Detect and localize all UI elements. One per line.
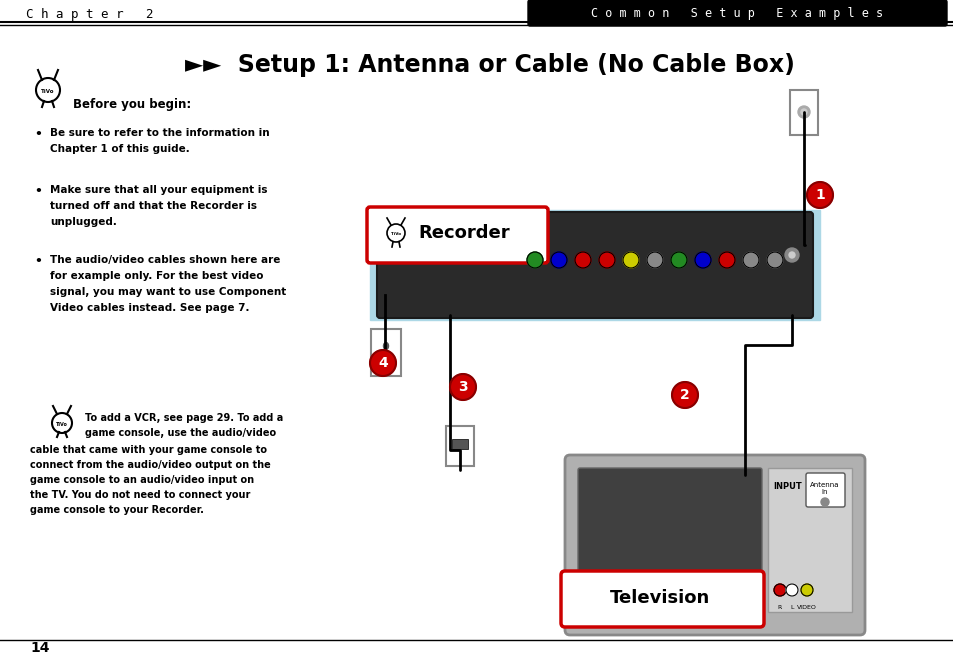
- Text: L: L: [789, 605, 793, 610]
- Circle shape: [526, 252, 542, 268]
- Text: TiVo: TiVo: [391, 232, 400, 236]
- Ellipse shape: [383, 357, 388, 365]
- Circle shape: [785, 584, 797, 596]
- Text: for example only. For the best video: for example only. For the best video: [50, 271, 263, 281]
- Text: connect from the audio/video output on the: connect from the audio/video output on t…: [30, 460, 271, 470]
- Text: game console, use the audio/video: game console, use the audio/video: [85, 428, 275, 438]
- Text: VIDEO: VIDEO: [796, 605, 816, 610]
- Text: game console to an audio/video input on: game console to an audio/video input on: [30, 475, 253, 485]
- FancyBboxPatch shape: [805, 473, 844, 507]
- Text: R: R: [777, 605, 781, 610]
- Text: The audio/video cables shown here are: The audio/video cables shown here are: [50, 255, 280, 265]
- Circle shape: [784, 248, 799, 262]
- Text: Be sure to refer to the information in: Be sure to refer to the information in: [50, 128, 270, 138]
- Text: Video cables instead. See page 7.: Video cables instead. See page 7.: [50, 303, 250, 313]
- FancyBboxPatch shape: [371, 329, 400, 376]
- Circle shape: [801, 109, 806, 115]
- Circle shape: [821, 498, 828, 506]
- Circle shape: [797, 106, 809, 118]
- Ellipse shape: [383, 343, 388, 349]
- Text: 4: 4: [377, 356, 388, 370]
- Text: Before you begin:: Before you begin:: [73, 98, 191, 111]
- Circle shape: [695, 252, 710, 268]
- Circle shape: [773, 584, 785, 596]
- Text: Chapter 1 of this guide.: Chapter 1 of this guide.: [50, 144, 190, 154]
- Text: •: •: [34, 185, 42, 198]
- FancyBboxPatch shape: [367, 207, 547, 263]
- FancyBboxPatch shape: [376, 212, 812, 318]
- Text: C o m m o n   S e t u p   E x a m p l e s: C o m m o n S e t u p E x a m p l e s: [590, 7, 882, 19]
- FancyBboxPatch shape: [452, 439, 468, 449]
- Text: 2: 2: [679, 388, 689, 402]
- Text: the TV. You do not need to connect your: the TV. You do not need to connect your: [30, 490, 250, 500]
- Circle shape: [646, 252, 662, 268]
- Text: Antenna
In: Antenna In: [809, 481, 839, 495]
- Circle shape: [671, 382, 698, 408]
- Circle shape: [551, 252, 566, 268]
- FancyBboxPatch shape: [578, 468, 761, 612]
- Circle shape: [575, 252, 590, 268]
- Circle shape: [598, 252, 615, 268]
- Text: 3: 3: [457, 380, 467, 394]
- Text: Television: Television: [609, 589, 709, 607]
- Circle shape: [670, 252, 686, 268]
- Text: unplugged.: unplugged.: [50, 217, 117, 227]
- Text: ►►  Setup 1: Antenna or Cable (No Cable Box): ►► Setup 1: Antenna or Cable (No Cable B…: [185, 53, 794, 77]
- Text: TiVo: TiVo: [56, 422, 68, 426]
- Text: •: •: [34, 255, 42, 268]
- Text: 14: 14: [30, 641, 50, 655]
- FancyBboxPatch shape: [527, 0, 946, 26]
- Text: 1: 1: [814, 188, 824, 202]
- Text: turned off and that the Recorder is: turned off and that the Recorder is: [50, 201, 256, 211]
- Text: signal, you may want to use Component: signal, you may want to use Component: [50, 287, 286, 297]
- Text: cable that came with your game console to: cable that came with your game console t…: [30, 445, 267, 455]
- FancyBboxPatch shape: [370, 210, 820, 320]
- Circle shape: [801, 584, 812, 596]
- Circle shape: [742, 252, 759, 268]
- FancyBboxPatch shape: [446, 426, 474, 466]
- Circle shape: [370, 350, 395, 376]
- Text: •: •: [34, 128, 42, 141]
- Text: game console to your Recorder.: game console to your Recorder.: [30, 505, 204, 515]
- Text: TiVo: TiVo: [41, 88, 54, 93]
- Text: To add a VCR, see page 29. To add a: To add a VCR, see page 29. To add a: [85, 413, 283, 423]
- Circle shape: [788, 252, 794, 258]
- FancyBboxPatch shape: [789, 90, 817, 135]
- FancyBboxPatch shape: [767, 468, 851, 612]
- Text: INPUT: INPUT: [773, 482, 801, 491]
- FancyBboxPatch shape: [560, 571, 763, 627]
- Circle shape: [450, 374, 476, 400]
- Text: Recorder: Recorder: [417, 224, 509, 242]
- Circle shape: [622, 252, 639, 268]
- Circle shape: [719, 252, 734, 268]
- Circle shape: [766, 252, 782, 268]
- Text: C h a p t e r   2: C h a p t e r 2: [27, 7, 153, 21]
- Circle shape: [806, 182, 832, 208]
- FancyBboxPatch shape: [564, 455, 864, 635]
- Text: Make sure that all your equipment is: Make sure that all your equipment is: [50, 185, 267, 195]
